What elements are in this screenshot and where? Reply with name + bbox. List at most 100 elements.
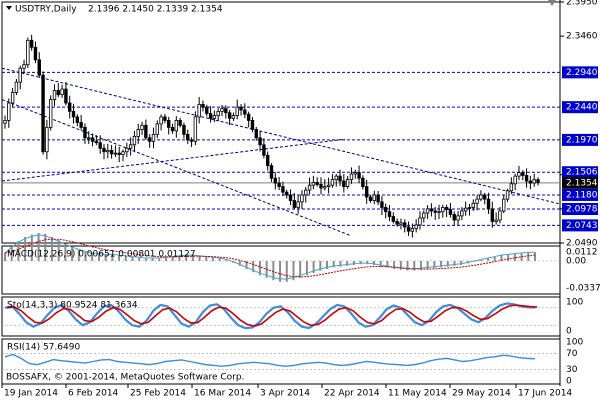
time-tick-label: 22 Apr 2014 bbox=[324, 389, 380, 399]
candle-bear bbox=[315, 182, 319, 185]
candle-bear bbox=[524, 175, 529, 182]
candle-bear bbox=[75, 116, 80, 123]
candle-bear bbox=[406, 226, 411, 232]
level-label: 2.1180 bbox=[566, 190, 598, 200]
candle-bull bbox=[422, 212, 426, 219]
candle-bear bbox=[281, 186, 285, 193]
candle-bull bbox=[307, 184, 312, 191]
candle-bull bbox=[212, 115, 217, 119]
candle-bear bbox=[391, 216, 396, 222]
time-tick-label: 25 Feb 2014 bbox=[130, 389, 186, 399]
candle-bear bbox=[387, 211, 392, 217]
time-tick-label: 19 Jan 2014 bbox=[4, 389, 58, 399]
macd-main-line bbox=[4, 234, 535, 280]
candle-bear bbox=[448, 209, 453, 215]
level-label: 2.1506 bbox=[566, 168, 598, 178]
rsi-tick-label: 30 bbox=[566, 365, 578, 375]
candle-bull bbox=[18, 67, 22, 83]
candle-bull bbox=[121, 151, 125, 155]
candle-bull bbox=[304, 189, 308, 196]
candle-bull bbox=[87, 137, 91, 140]
candle-bull bbox=[159, 116, 163, 125]
candle-bear bbox=[273, 177, 278, 184]
candle-bear bbox=[490, 208, 495, 222]
candle-bear bbox=[250, 120, 255, 130]
candle-bear bbox=[254, 129, 258, 139]
candle-bull bbox=[399, 222, 403, 225]
candle-bull bbox=[345, 179, 350, 187]
candle-bull bbox=[22, 64, 26, 69]
stoch-tick-label: 0 bbox=[566, 327, 572, 337]
candle-bull bbox=[372, 194, 376, 201]
candle-bear bbox=[482, 194, 487, 200]
level-label-box bbox=[562, 188, 598, 201]
time-tick-label: 6 Feb 2014 bbox=[68, 389, 119, 399]
trend-line bbox=[1, 138, 346, 182]
candle-bull bbox=[52, 90, 57, 100]
macd-tick-label: 0.0112 bbox=[566, 248, 598, 258]
candle-bull bbox=[45, 126, 49, 153]
candle-bear bbox=[205, 106, 209, 114]
candle-bull bbox=[326, 184, 331, 187]
candle-bull bbox=[197, 103, 201, 118]
candle-bear bbox=[64, 88, 68, 104]
candle-bull bbox=[216, 110, 220, 116]
candle-bull bbox=[513, 175, 517, 185]
candle-bull bbox=[106, 149, 110, 153]
stoch-main-line bbox=[4, 302, 536, 330]
rsi-tick-label: 70 bbox=[566, 349, 578, 359]
stoch-label: Sto(14,3,3) 80.9524 81.3634 bbox=[7, 301, 138, 311]
candle-bear bbox=[376, 194, 380, 203]
candle-bull bbox=[235, 106, 239, 116]
time-tick-label: 17 Jun 2014 bbox=[518, 389, 572, 399]
candle-bull bbox=[494, 219, 498, 222]
candle-bear bbox=[239, 106, 243, 111]
candle-bear bbox=[403, 222, 407, 228]
candle-bear bbox=[208, 113, 213, 119]
time-tick-label: 16 Mar 2014 bbox=[194, 389, 251, 399]
dropdown-arrow-icon[interactable] bbox=[6, 6, 12, 10]
candle-bear bbox=[41, 74, 45, 153]
candle-bull bbox=[502, 198, 506, 212]
symbol-label: USDTRY,Daily bbox=[15, 5, 77, 15]
rsi-line bbox=[4, 353, 536, 367]
candle-bear bbox=[109, 149, 114, 155]
level-label-box bbox=[562, 66, 598, 79]
candle-bull bbox=[467, 207, 472, 209]
candle-bear bbox=[167, 120, 171, 128]
level-label-box bbox=[562, 166, 598, 179]
time-tick-label: 3 Apr 2014 bbox=[260, 389, 310, 399]
candle-bear bbox=[536, 179, 540, 183]
candle-bull bbox=[220, 108, 224, 112]
candle-bear bbox=[224, 108, 228, 114]
candle-bull bbox=[437, 211, 441, 214]
candle-bull bbox=[353, 172, 357, 175]
candle-bear bbox=[319, 184, 323, 189]
pane-main[interactable] bbox=[1, 1, 561, 244]
candle-bear bbox=[79, 122, 83, 128]
candle-bear bbox=[444, 207, 449, 210]
rsi-tick-label: 100 bbox=[566, 338, 583, 348]
level-label-box bbox=[562, 101, 598, 114]
candle-bull bbox=[193, 116, 198, 142]
candle-bull bbox=[155, 123, 159, 135]
candle-bull bbox=[7, 102, 11, 121]
candle-bull bbox=[48, 99, 53, 128]
candle-bear bbox=[292, 200, 297, 208]
candle-bear bbox=[486, 198, 491, 210]
candle-bull bbox=[113, 152, 118, 155]
candle-bull bbox=[26, 39, 30, 66]
chart-shift-icon[interactable] bbox=[548, 0, 556, 6]
candle-bull bbox=[532, 179, 536, 184]
candle-bull bbox=[136, 129, 140, 137]
candle-bull bbox=[498, 210, 502, 221]
candle-bear bbox=[452, 214, 456, 221]
candle-bear bbox=[521, 172, 525, 176]
candle-bear bbox=[243, 109, 247, 115]
stoch-signal-line bbox=[6, 304, 538, 327]
candle-bear bbox=[98, 142, 102, 149]
candle-bull bbox=[174, 120, 179, 132]
candle-bull bbox=[140, 124, 144, 130]
